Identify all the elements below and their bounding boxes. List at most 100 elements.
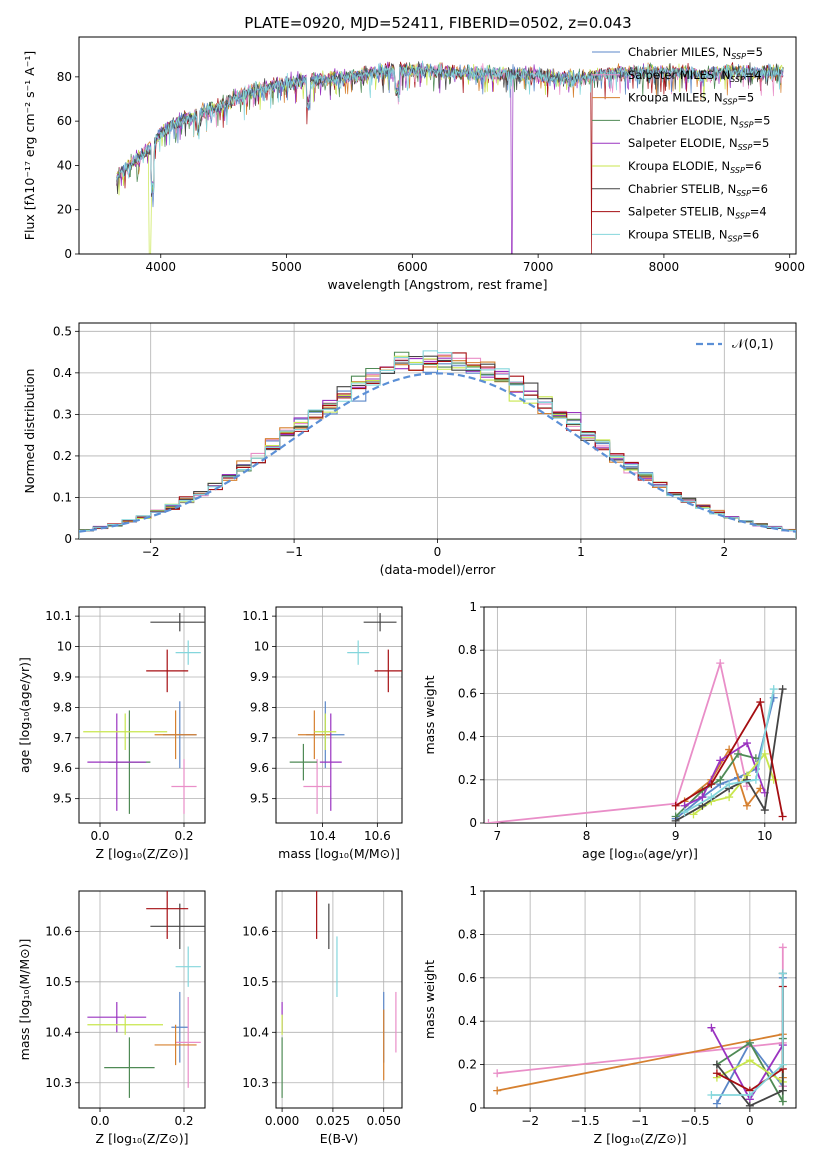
y-tick-label: 9.8 xyxy=(53,700,72,714)
legend-entry: Salpeter STELIB, NSSP=4 xyxy=(628,205,767,221)
legend-entry: Chabrier MILES, NSSP=5 xyxy=(628,45,763,61)
weight_vs_age-ylabel: mass weight xyxy=(422,675,437,754)
spectrum-series-8 xyxy=(116,60,784,194)
weight-marker xyxy=(760,806,769,815)
x-tick-label: 4000 xyxy=(145,260,176,274)
y-tick-label: 9.5 xyxy=(250,792,269,806)
x-tick-label: −1 xyxy=(285,545,303,559)
x-tick-label: 10 xyxy=(757,829,772,843)
mass_vs_EBV-frame xyxy=(275,890,403,1109)
y-tick-label: 10.3 xyxy=(45,1076,72,1090)
legend-entry: Salpeter MILES, NSSP=4 xyxy=(628,68,762,84)
y-tick-label: 10.1 xyxy=(242,609,269,623)
weight-marker xyxy=(742,801,751,810)
weight-marker xyxy=(751,775,760,784)
y-tick-label: 0 xyxy=(469,1101,477,1115)
legend-entry: Chabrier STELIB, NSSP=6 xyxy=(628,182,768,198)
x-tick-label: 10.6 xyxy=(364,829,391,843)
y-tick-label: 10.4 xyxy=(242,1025,269,1039)
spectrum-xlabel: wavelength [Angstrom, rest frame] xyxy=(327,277,547,292)
y-tick-label: 9.8 xyxy=(250,700,269,714)
legend-entry: Kroupa STELIB, NSSP=6 xyxy=(628,227,759,243)
y-tick-label: 0 xyxy=(64,247,72,261)
y-tick-label: 10.6 xyxy=(242,924,269,938)
y-tick-label: 10.5 xyxy=(45,975,72,989)
y-tick-label: 0.8 xyxy=(458,643,477,657)
weight-marker xyxy=(484,819,493,823)
x-tick-label: 0.025 xyxy=(316,1114,350,1128)
y-tick-label: 0.2 xyxy=(458,1058,477,1072)
weight-marker xyxy=(769,693,778,702)
weight_vs_age-xlabel: age [log₁₀(age/yr)] xyxy=(582,846,698,861)
weight-marker xyxy=(725,793,734,802)
x-tick-label: −1.5 xyxy=(571,1114,600,1128)
weight-marker xyxy=(778,1060,787,1069)
weight-marker xyxy=(734,749,743,758)
reference-legend-label: 𝒩(0,1) xyxy=(732,336,774,351)
weight_vs_age-frame xyxy=(483,606,797,824)
age_vs_Z-ylabel: age [log₁₀(age/yr)] xyxy=(17,657,32,773)
x-tick-label: 0.0 xyxy=(90,829,109,843)
legend-entry: Kroupa ELODIE, NSSP=6 xyxy=(628,159,762,175)
weight_vs_Z-lines xyxy=(493,943,787,1108)
weight-marker xyxy=(742,739,751,748)
weight-marker xyxy=(745,1101,754,1108)
legend-entry: Kroupa MILES, NSSP=5 xyxy=(628,91,754,107)
weight-marker xyxy=(742,775,751,784)
x-tick-label: −1 xyxy=(631,1114,649,1128)
weight-marker xyxy=(698,793,707,802)
x-tick-label: 0.050 xyxy=(367,1114,401,1128)
y-tick-label: 10 xyxy=(57,640,72,654)
age_vs_mass-xlabel: mass [log₁₀(M/M⊙)] xyxy=(278,846,400,861)
x-tick-label: 6000 xyxy=(397,260,428,274)
y-tick-label: 0.3 xyxy=(53,407,72,421)
mass_vs_Z-frame xyxy=(78,890,206,1109)
y-tick-label: 0.6 xyxy=(458,971,477,985)
spectrum-legend: Chabrier MILES, NSSP=5 Salpeter MILES, NS… xyxy=(592,45,770,243)
spectrum-axes: 4000 5000 6000 7000 8000 9000 0 20 40 60 80 wavelen… xyxy=(22,36,805,292)
weight-marker xyxy=(778,685,787,694)
weight-marker xyxy=(745,1056,754,1065)
y-tick-label: 0.6 xyxy=(458,686,477,700)
mass_vs_Z-ylabel: mass [log₁₀(M/M⊙)] xyxy=(17,939,32,1061)
weight-series-5 xyxy=(692,752,775,816)
age_vs_mass-frame xyxy=(275,606,403,824)
weight_vs_Z-xlabel: Z [log₁₀(Z/Z⊙)] xyxy=(594,1131,687,1146)
weight-marker xyxy=(707,1023,716,1032)
y-tick-label: 0.2 xyxy=(458,773,477,787)
x-tick-label: 10.4 xyxy=(309,829,336,843)
figure-title: PLATE=0920, MJD=52411, FIBERID=0502, z=0… xyxy=(244,14,631,32)
y-tick-label: 0.2 xyxy=(53,449,72,463)
y-tick-label: 0.4 xyxy=(53,366,72,380)
weight-marker xyxy=(716,756,725,765)
y-tick-label: 1 xyxy=(469,600,477,614)
weight_vs_age-axes: 7 8 9 10 0 0.2 0.4 0.6 0.8 1 age [log₁₀(age/yr)] ma… xyxy=(422,600,797,861)
y-tick-label: 1 xyxy=(469,884,477,898)
weight-marker xyxy=(760,749,769,758)
x-tick-label: 5000 xyxy=(271,260,302,274)
residuals-axes: −2 −1 0 1 2 0 0.1 0.2 0.3 0.4 0.5 (data-model)/erro… xyxy=(22,322,797,577)
weight-series-8 xyxy=(711,973,784,1096)
mass_vs_Z-points xyxy=(87,891,205,1098)
y-tick-label: 0 xyxy=(64,532,72,546)
weight-marker xyxy=(769,685,778,694)
y-tick-label: 0.8 xyxy=(458,927,477,941)
legend-entry: Salpeter ELODIE, NSSP=5 xyxy=(628,136,769,152)
histogram-series-8 xyxy=(79,350,796,539)
y-tick-label: 80 xyxy=(57,70,72,84)
y-tick-label: 9.6 xyxy=(53,761,72,775)
y-tick-label: 9.6 xyxy=(250,761,269,775)
mass_vs_Z-axes: 0.0 0.2 10.3 10.4 10.5 10.6 Z [log₁₀(Z/Z⊙)] mas… xyxy=(17,890,206,1146)
y-tick-label: 40 xyxy=(57,158,72,172)
spectrum-frame xyxy=(78,36,797,255)
weight-marker xyxy=(680,808,689,817)
weight-marker xyxy=(707,1090,716,1099)
weight-marker xyxy=(493,1069,502,1078)
y-tick-label: 20 xyxy=(57,203,72,217)
weight-marker xyxy=(756,698,765,707)
y-tick-label: 10.4 xyxy=(45,1025,72,1039)
spectrum-plot xyxy=(116,60,784,254)
spectrum-ylabel: Flux [fλ10⁻¹⁷ erg cm⁻² s⁻¹ A⁻¹] xyxy=(22,51,37,240)
weight-series-7 xyxy=(675,699,784,817)
